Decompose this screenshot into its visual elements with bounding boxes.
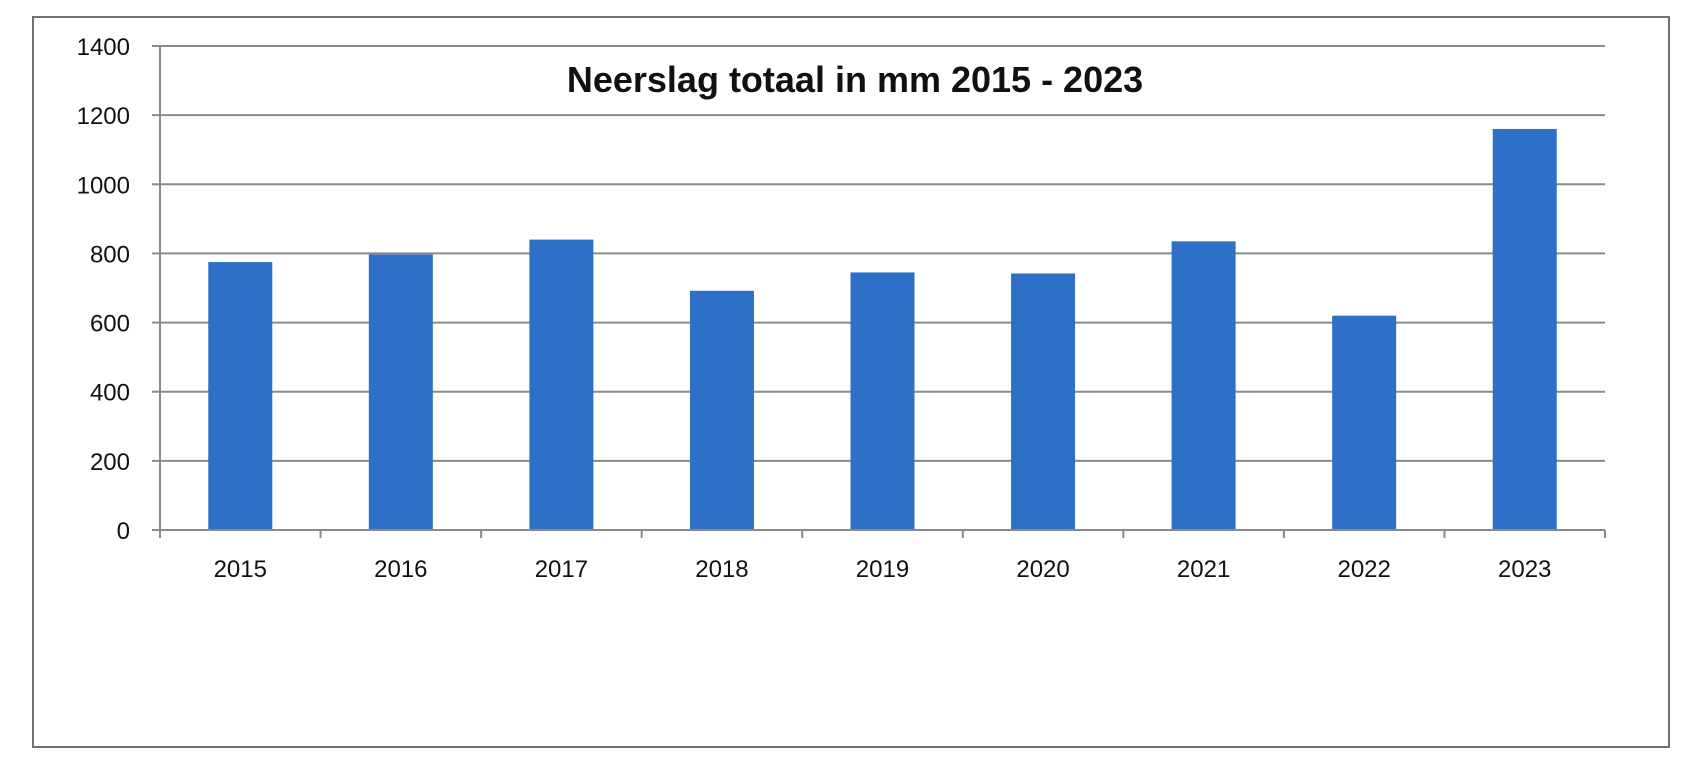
x-tick-label: 2022 <box>1337 556 1390 583</box>
y-tick-label: 600 <box>90 311 130 338</box>
y-tick-label: 400 <box>90 380 130 407</box>
bars <box>208 128 1557 531</box>
bar-2016 <box>368 254 433 531</box>
bar-2015 <box>208 262 273 530</box>
y-tick-label: 0 <box>117 518 130 545</box>
x-tick-label: 2020 <box>1016 556 1069 583</box>
y-tick-label: 1000 <box>77 172 130 199</box>
y-tick-label: 200 <box>90 449 130 476</box>
chart-frame <box>32 16 1670 748</box>
x-tick-label: 2021 <box>1177 556 1230 583</box>
y-tick-label: 1400 <box>77 34 130 61</box>
bar-2020 <box>1011 273 1076 530</box>
x-tick-label: 2018 <box>695 556 748 583</box>
y-tick-label: 800 <box>90 241 130 268</box>
x-tick-label: 2015 <box>214 556 267 583</box>
axes <box>152 45 1606 538</box>
bar-2023 <box>1492 128 1557 530</box>
x-tick-label: 2019 <box>856 556 909 583</box>
bar-2021 <box>1171 241 1236 531</box>
y-tick-label: 1200 <box>77 103 130 130</box>
tick-labels: 0 200 400 600 800 1000 1200 1400 2015 2016 2017 201… <box>77 34 1552 583</box>
chart-title: Neerslag totaal in mm 2015 - 2023 <box>567 59 1143 100</box>
x-tick-label: 2016 <box>374 556 427 583</box>
bar-2019 <box>850 272 915 530</box>
bar-2018 <box>689 290 754 530</box>
x-tick-label: 2017 <box>535 556 588 583</box>
bar-2017 <box>529 239 594 530</box>
bar-2022 <box>1332 315 1397 530</box>
x-tick-label: 2023 <box>1498 556 1551 583</box>
